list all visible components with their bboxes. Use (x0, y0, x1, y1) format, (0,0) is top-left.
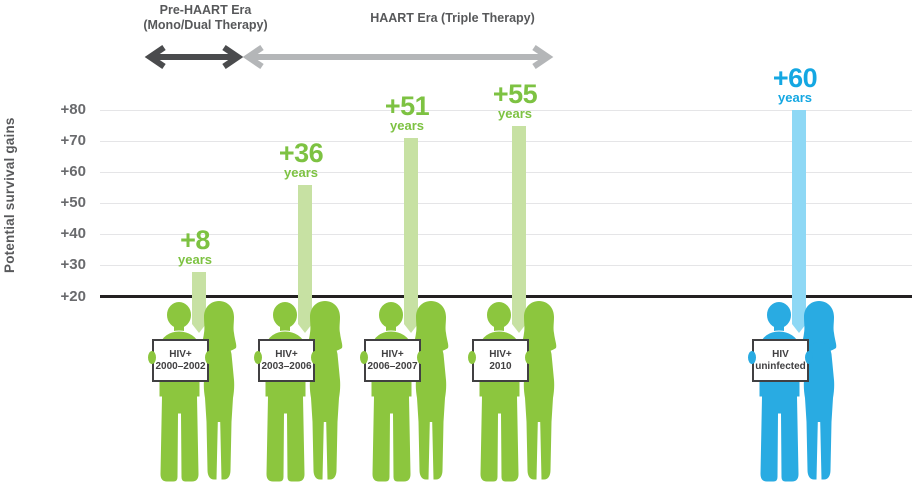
gain-label: +51 years (342, 91, 472, 133)
y-axis-title: Potential survival gains (2, 117, 17, 273)
hand-thumb-icon (360, 351, 368, 364)
gain-label: +8 years (130, 225, 260, 267)
people-silhouettes (750, 300, 840, 484)
gain-label: +36 years (236, 138, 366, 180)
hand-thumb-icon (205, 351, 213, 364)
era-label-pre-haart: Pre-HAART Era (Mono/Dual Therapy) (113, 3, 298, 34)
people-silhouettes (150, 300, 240, 484)
hand-thumb-icon (311, 351, 319, 364)
gain-value: +60 (772, 63, 818, 93)
survival-bar (192, 272, 206, 333)
y-tick-40: +40 (60, 225, 86, 242)
era-pre-line2: (Mono/Dual Therapy) (143, 18, 268, 33)
era-pre-line1: Pre-HAART Era (159, 3, 252, 17)
sign-line1: HIV+ (489, 349, 512, 360)
survival-bar (792, 110, 806, 333)
sign-board: HIV+ 2000–2002 (152, 339, 209, 382)
era-arrows (144, 45, 554, 69)
sign-line1: HIV+ (381, 349, 404, 360)
gridline-40 (100, 234, 912, 235)
gain-value: +51 (384, 91, 430, 121)
gain-years: years (178, 252, 212, 267)
hand-thumb-icon (417, 351, 425, 364)
sign-line1: HIV+ (275, 349, 298, 360)
group-hiv-2006-2007: +51 years HIV+ 2006–2007 (360, 0, 452, 488)
gain-years: years (498, 106, 532, 121)
gridline-70 (100, 141, 912, 142)
gridline-60 (100, 172, 912, 173)
baseline-20 (100, 295, 912, 298)
group-hiv-2003-2006: +36 years HIV+ 2003–2006 (254, 0, 346, 488)
hand-thumb-icon (148, 351, 156, 364)
sign-line2: 2010 (489, 360, 512, 372)
gridline-30 (100, 265, 912, 266)
y-tick-20: +20 (60, 288, 86, 305)
hand-thumb-icon (525, 351, 533, 364)
sign-board: HIV+ 2010 (472, 339, 529, 382)
gain-label: +55 years (450, 79, 580, 121)
y-tick-80: +80 (60, 101, 86, 118)
gain-years: years (284, 165, 318, 180)
gain-label: +60 years (730, 63, 860, 105)
gain-value: +36 (278, 138, 324, 168)
sign-line2: 2006–2007 (367, 360, 418, 372)
gain-value: +55 (492, 79, 538, 109)
y-tick-30: +30 (60, 256, 86, 273)
hand-thumb-icon (748, 351, 756, 364)
gridline-80 (100, 110, 912, 111)
gain-years: years (390, 118, 424, 133)
y-tick-70: +70 (60, 132, 86, 149)
sign-board: HIV uninfected (752, 339, 809, 382)
group-hiv-uninfected: +60 years HIV uninfected (748, 0, 840, 488)
hand-thumb-icon (468, 351, 476, 364)
hand-thumb-icon (254, 351, 262, 364)
people-silhouettes (470, 300, 560, 484)
gain-years: years (778, 90, 812, 105)
gain-value: +8 (180, 225, 210, 255)
people-silhouettes (362, 300, 452, 484)
sign-line2: uninfected (755, 360, 806, 372)
survival-bar (298, 185, 312, 333)
survival-bar (512, 126, 526, 333)
gridline-50 (100, 203, 912, 204)
people-silhouettes (256, 300, 346, 484)
group-hiv-2000-2002: +8 years HIV+ 2000–2002 (148, 0, 240, 488)
survival-bar (404, 138, 418, 333)
y-tick-50: +50 (60, 194, 86, 211)
sign-line2: 2000–2002 (155, 360, 206, 372)
era-label-haart: HAART Era (Triple Therapy) (370, 11, 535, 25)
sign-board: HIV+ 2003–2006 (258, 339, 315, 382)
group-hiv-2010: +55 years HIV+ 2010 (468, 0, 560, 488)
y-tick-60: +60 (60, 163, 86, 180)
haart-arrow (242, 45, 554, 69)
pre-haart-arrow (144, 45, 244, 69)
hand-thumb-icon (805, 351, 813, 364)
sign-line1: HIV+ (169, 349, 192, 360)
sign-board: HIV+ 2006–2007 (364, 339, 421, 382)
sign-line1: HIV (772, 349, 789, 360)
sign-line2: 2003–2006 (261, 360, 312, 372)
